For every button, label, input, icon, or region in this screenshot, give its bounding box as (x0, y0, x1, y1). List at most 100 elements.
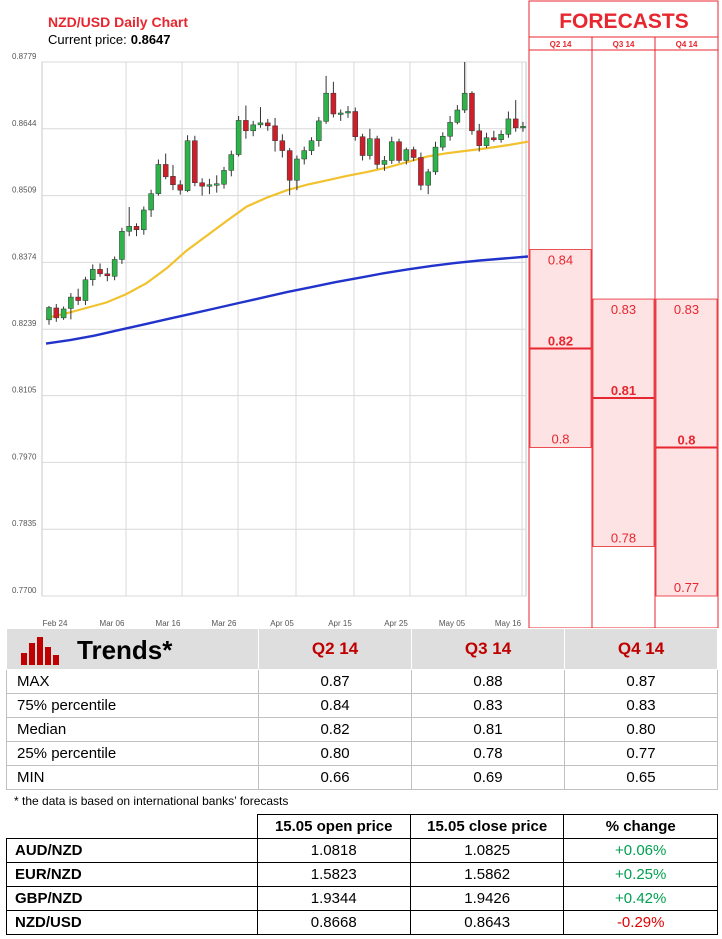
trends-header-row: Trends* Q2 14 Q3 14 Q4 14 (5, 628, 718, 670)
trends-row-max: MAX 0.87 0.88 0.87 (5, 669, 718, 694)
prices-row-gbp-nzd: GBP/NZD 1.9344 1.9426 +0.42% (6, 886, 718, 911)
forecast-quarter-label: Q2 14 (550, 40, 572, 49)
open-price: 1.5823 (256, 862, 411, 887)
cell-q2: 0.82 (258, 717, 413, 742)
percent-change: +0.06% (563, 838, 718, 863)
candle-bearish (396, 141, 402, 161)
candle-bearish (170, 176, 176, 185)
candle-bearish (418, 157, 424, 186)
candle-bearish (410, 149, 417, 158)
moving-average-long-line (45, 255, 529, 345)
candle-bullish (367, 138, 373, 156)
cell-q2: 0.84 (258, 693, 413, 718)
candle-bearish (104, 273, 111, 277)
cell-q3: 0.81 (411, 717, 566, 742)
chart-title: NZD/USD Daily Chart (48, 14, 188, 30)
candle-bearish (272, 125, 278, 141)
candle-bullish (206, 184, 213, 187)
candle-bullish (82, 279, 89, 301)
forecast-panel-frame (528, 0, 719, 628)
candle-bullish (148, 193, 154, 211)
candle-bullish (308, 140, 315, 151)
forecast-median-label: 0.81 (611, 383, 636, 398)
cell-q2: 0.87 (258, 669, 413, 694)
y-tick-label: 0.7700 (12, 586, 37, 595)
candle-bullish (46, 307, 52, 321)
candle-bullish (483, 137, 490, 146)
open-price: 1.0818 (256, 838, 411, 863)
candle-bearish (199, 182, 205, 187)
trends-row-min: MIN 0.66 0.69 0.65 (5, 765, 718, 790)
candle-bullish (345, 111, 351, 114)
cell-q4: 0.80 (564, 717, 718, 742)
x-tick-label: Mar 06 (100, 619, 125, 628)
percent-change: -0.29% (563, 910, 718, 935)
candle-bullish (403, 149, 410, 161)
candle-bearish (359, 136, 366, 156)
prices-row-aud-nzd: AUD/NZD 1.0818 1.0825 +0.06% (6, 838, 718, 863)
cell-q3: 0.83 (411, 693, 566, 718)
forecast-quarter-label: Q4 14 (676, 40, 698, 49)
trends-col-q4: Q4 14 (564, 628, 718, 670)
forecast-low-label: 0.77 (674, 580, 699, 595)
cell-q4: 0.77 (564, 741, 718, 766)
candle-bullish (60, 308, 67, 319)
candle-bearish (512, 118, 519, 129)
pair-label: AUD/NZD (6, 838, 258, 863)
pair-label: GBP/NZD (6, 886, 258, 911)
candle-bullish (257, 122, 264, 126)
forecast-median-label: 0.82 (548, 334, 573, 349)
x-tick-label: Apr 25 (384, 619, 408, 628)
x-tick-label: Apr 05 (270, 619, 294, 628)
trends-col-q3: Q3 14 (411, 628, 566, 670)
candle-bullish (505, 118, 512, 135)
candle-bearish (243, 120, 249, 132)
row-label: 75% percentile (5, 693, 260, 718)
candle-bullish (498, 134, 504, 140)
x-tick-label: Mar 16 (156, 619, 181, 628)
x-tick-label: Apr 15 (328, 619, 352, 628)
y-tick-label: 0.8374 (12, 252, 37, 261)
prices-header-row: 15.05 open price 15.05 close price % cha… (6, 814, 718, 839)
candle-bearish (491, 137, 497, 140)
moving-averages (45, 140, 529, 345)
percent-change: +0.42% (563, 886, 718, 911)
y-tick-label: 0.8509 (12, 186, 37, 195)
candle-bullish (337, 112, 344, 115)
candle-bearish (97, 269, 103, 275)
open-price: 0.8668 (256, 910, 411, 935)
candle-bearish (279, 140, 286, 151)
moving-average-short-line (45, 140, 529, 319)
current-price-label: Current price: (48, 32, 127, 47)
candle-bullish (381, 160, 388, 165)
y-tick-label: 0.8644 (12, 119, 37, 128)
candle-bearish (476, 130, 482, 146)
candle-bullish (520, 126, 526, 129)
candle-bearish (133, 226, 140, 231)
pair-label: EUR/NZD (6, 862, 258, 887)
current-price-line: Current price: 0.8647 (48, 32, 171, 47)
trends-title: Trends* (77, 635, 173, 665)
row-label: 25% percentile (5, 741, 260, 766)
trends-header-cell: Trends* (5, 628, 260, 670)
close-price: 1.0825 (409, 838, 565, 863)
trends-row-median: Median 0.82 0.81 0.80 (5, 717, 718, 742)
candle-bullish (141, 209, 147, 231)
candle-bearish (265, 122, 271, 127)
y-tick-label: 0.8239 (12, 319, 37, 328)
candle-bullish (447, 122, 453, 137)
forecast-low-label: 0.78 (611, 531, 636, 546)
x-axis: Feb 24 Mar 06 Mar 16 Mar 26 Apr 05 Apr 15 Apr … (43, 619, 522, 628)
candle-bullish (228, 154, 235, 171)
candle-bearish (53, 307, 60, 319)
candle-bearish (75, 296, 81, 301)
prices-row-nzd-usd: NZD/USD 0.8668 0.8643 -0.29% (6, 910, 718, 935)
y-tick-label: 0.7835 (12, 519, 37, 528)
col-close-price: 15.05 close price (409, 814, 565, 839)
trends-row-25-percentile: 25% percentile 0.80 0.78 0.77 (5, 741, 718, 766)
candle-bullish (316, 120, 322, 141)
x-tick-label: May 16 (495, 619, 522, 628)
current-price-value: 0.8647 (131, 32, 171, 47)
candle-bullish (323, 92, 329, 122)
candle-bullish (126, 226, 132, 232)
